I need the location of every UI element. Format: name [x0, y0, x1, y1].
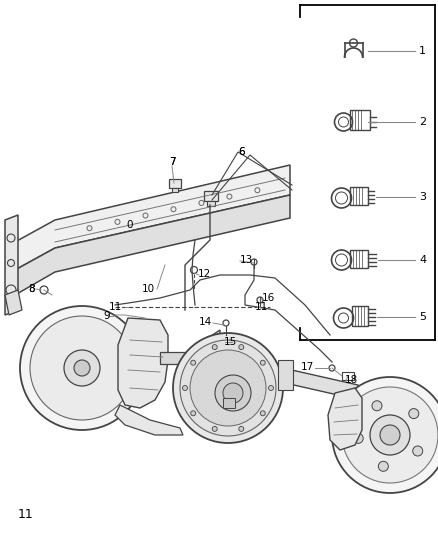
Text: 11: 11 [18, 508, 34, 521]
Polygon shape [5, 215, 18, 315]
Circle shape [353, 433, 363, 443]
Text: 0: 0 [127, 220, 133, 230]
Circle shape [212, 345, 217, 350]
Circle shape [342, 387, 438, 483]
Text: 11: 11 [109, 302, 122, 312]
Circle shape [215, 375, 251, 411]
Circle shape [260, 360, 265, 365]
Text: 5: 5 [419, 312, 426, 322]
Text: 6: 6 [238, 147, 245, 157]
Circle shape [239, 345, 244, 350]
Bar [350, 110, 370, 130]
Bar [185, 354, 197, 362]
Circle shape [183, 385, 187, 391]
Circle shape [370, 415, 410, 455]
Circle shape [20, 306, 144, 430]
Circle shape [191, 360, 196, 365]
Text: 14: 14 [199, 317, 212, 327]
Circle shape [190, 350, 266, 426]
Polygon shape [15, 195, 290, 295]
Text: 13: 13 [240, 255, 253, 265]
Text: 16: 16 [262, 293, 275, 303]
Polygon shape [328, 388, 362, 450]
Bar [278, 360, 293, 390]
Circle shape [260, 411, 265, 416]
Bar [223, 398, 235, 408]
Text: 1: 1 [419, 46, 426, 56]
Text: 8: 8 [28, 284, 35, 294]
Text: 15: 15 [224, 337, 237, 347]
Text: 17: 17 [301, 362, 314, 372]
Circle shape [223, 383, 243, 403]
Polygon shape [190, 330, 220, 365]
Polygon shape [5, 290, 22, 315]
Circle shape [64, 350, 100, 386]
Circle shape [380, 425, 400, 445]
Text: 3: 3 [419, 192, 426, 202]
Circle shape [378, 461, 389, 471]
Bar [172, 188, 178, 192]
Polygon shape [118, 318, 168, 408]
Bar [160, 352, 190, 364]
Bar [169, 179, 181, 188]
Bar [352, 306, 367, 326]
Text: 11: 11 [255, 302, 268, 312]
Circle shape [332, 377, 438, 493]
Circle shape [173, 333, 283, 443]
Circle shape [30, 316, 134, 420]
Text: 2: 2 [419, 117, 426, 127]
Text: 6: 6 [238, 147, 245, 157]
Circle shape [372, 401, 382, 411]
Text: 9: 9 [103, 311, 110, 321]
Text: 18: 18 [345, 375, 358, 385]
Circle shape [268, 385, 273, 391]
Circle shape [409, 409, 419, 418]
Circle shape [413, 446, 423, 456]
Text: 12: 12 [198, 269, 211, 279]
Text: 4: 4 [419, 255, 426, 265]
Circle shape [212, 426, 217, 431]
Text: 7: 7 [169, 157, 175, 167]
Polygon shape [115, 405, 183, 435]
Text: 8: 8 [28, 284, 35, 294]
Polygon shape [15, 165, 290, 270]
Polygon shape [283, 368, 360, 400]
Bar [207, 201, 215, 206]
Text: 7: 7 [169, 157, 175, 167]
Bar [342, 372, 354, 380]
Circle shape [74, 360, 90, 376]
Bar [350, 187, 367, 205]
Circle shape [180, 340, 276, 436]
Circle shape [239, 426, 244, 431]
Bar [350, 250, 367, 268]
Text: 10: 10 [142, 284, 155, 294]
Circle shape [191, 411, 196, 416]
Bar [204, 191, 218, 201]
